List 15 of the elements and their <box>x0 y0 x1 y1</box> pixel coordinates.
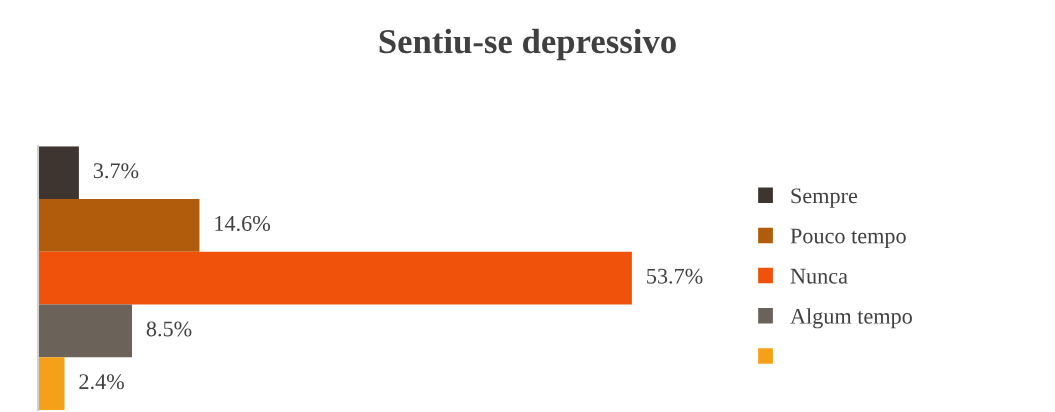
data-label: 8.5% <box>146 321 192 337</box>
legend-label: Nunca <box>790 268 848 284</box>
bar <box>37 357 65 410</box>
legend-label: Sempre <box>791 188 858 208</box>
data-label: 2.4% <box>79 374 124 390</box>
bar <box>37 199 200 252</box>
bar <box>37 304 132 358</box>
bar <box>37 251 632 305</box>
data-label: 3.7% <box>93 163 139 179</box>
chart-title: Sentiu-se depressivo <box>379 28 676 61</box>
legend-label: Algum tempo <box>790 308 912 329</box>
bar <box>37 146 79 199</box>
data-label: 53.7% <box>647 268 703 284</box>
data-label: 14.6% <box>215 215 270 232</box>
legend-label: Pouco tempo <box>790 228 906 248</box>
